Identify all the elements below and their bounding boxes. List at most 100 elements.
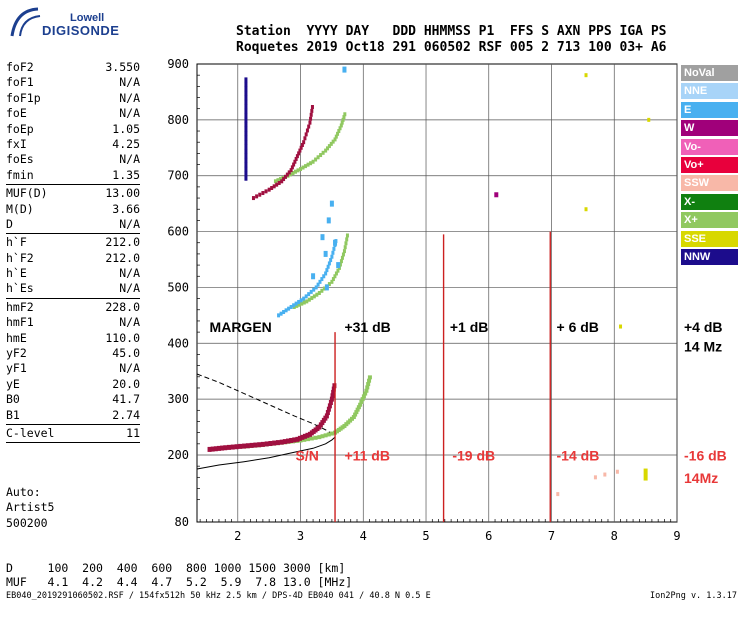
param-separator: [6, 297, 140, 299]
y-tick-label: 800: [167, 113, 189, 127]
o-trace-marker: [310, 108, 314, 113]
x-trace-marker: [365, 385, 370, 390]
version-label: Ion2Png v. 1.3.17: [650, 591, 737, 601]
e-trace-marker: [325, 268, 329, 273]
o-trace-marker: [255, 194, 259, 199]
x-trace-marker: [331, 139, 335, 144]
nnw-marker: [244, 99, 248, 105]
y-tick-label: 500: [167, 280, 189, 294]
param-value: N/A: [119, 75, 140, 90]
chart-annotation: -19 dB: [452, 448, 495, 464]
o-trace-marker: [264, 441, 269, 447]
sse-marker: [584, 73, 588, 78]
e-trace-marker: [282, 310, 286, 315]
o-trace-marker: [308, 120, 312, 125]
nnw-marker: [244, 77, 248, 83]
o-trace-marker: [279, 439, 284, 445]
o-trace-marker: [213, 446, 218, 452]
x-trace-marker: [356, 405, 361, 410]
e-trace-marker: [320, 277, 324, 282]
e-marker: [336, 262, 341, 269]
o-trace-marker: [282, 177, 286, 182]
w-marker: [494, 192, 499, 198]
param-label: B1: [6, 407, 20, 422]
param-value: 110.0: [105, 330, 140, 345]
x-trace-marker: [354, 410, 359, 415]
x-trace-marker: [315, 292, 319, 297]
nnw-marker: [244, 131, 248, 137]
logo-digisonde-text: DIGISONDE: [42, 23, 120, 38]
x-trace-marker: [367, 378, 372, 383]
legend-item: NoVal: [681, 65, 738, 81]
o-trace-marker: [302, 433, 307, 439]
autoscale-code: 500200: [6, 515, 48, 530]
nnw-marker: [244, 135, 248, 141]
e-marker: [320, 234, 325, 241]
param-row: h`F2 212.0: [6, 251, 140, 266]
o-trace-marker: [328, 399, 333, 405]
param-value: 212.0: [105, 250, 140, 265]
x-trace-marker: [320, 288, 324, 293]
x-trace-marker: [317, 291, 321, 296]
x-trace-marker: [301, 165, 305, 170]
param-separator: [6, 442, 140, 444]
y-tick-label: 900: [167, 57, 189, 71]
o-trace-marker: [303, 136, 307, 141]
y-tick-label: 600: [167, 225, 189, 239]
x-trace-marker: [345, 233, 349, 238]
x-trace-marker: [342, 115, 346, 120]
muf-table: D 100 200 400 600 800 1000 1500 3000 [km…: [6, 561, 352, 589]
nnw-marker: [244, 81, 248, 87]
nnw-marker: [244, 104, 248, 110]
e-trace-marker: [327, 261, 331, 266]
legend-item: E: [681, 101, 738, 118]
x-trace-marker: [305, 299, 309, 304]
o-trace-marker: [277, 180, 281, 185]
x-tick-label: 9: [673, 529, 680, 543]
param-separator: [6, 423, 140, 425]
y-tick-label: 300: [167, 392, 189, 406]
chart-annotation: +31 dB: [344, 319, 390, 335]
nnw-marker: [244, 126, 248, 132]
o-trace-marker: [272, 184, 276, 189]
x-trace-marker: [329, 141, 333, 146]
param-value: N/A: [119, 361, 140, 376]
logo-lowell-text: Lowell: [70, 12, 105, 24]
x-trace-marker: [351, 415, 356, 420]
e-trace-marker: [322, 274, 326, 279]
x-trace-marker: [334, 271, 338, 276]
x-trace-marker: [297, 302, 301, 307]
ssw-marker: [603, 472, 607, 477]
e-trace-marker: [330, 254, 334, 259]
param-value: N/A: [119, 106, 140, 121]
x-trace-marker: [306, 162, 310, 167]
e-marker: [326, 217, 331, 224]
o-trace-marker: [293, 159, 297, 164]
o-trace-marker: [216, 445, 221, 451]
e-trace-marker: [292, 303, 296, 308]
param-label: foF1: [6, 75, 34, 90]
x-trace-marker: [307, 297, 311, 302]
y-tick-label: 400: [167, 336, 189, 350]
o-trace-marker: [327, 403, 332, 409]
e-trace-marker: [307, 292, 311, 297]
o-trace-marker: [295, 436, 300, 442]
param-label: D: [6, 216, 13, 231]
profile-dashed-line: [196, 373, 336, 436]
x-trace-marker: [333, 137, 337, 142]
param-row: hmF1 N/A: [6, 315, 140, 330]
legend-item: X+: [681, 212, 738, 229]
param-value: 20.0: [112, 376, 140, 391]
x-trace-marker: [288, 172, 292, 177]
e-trace-marker: [302, 296, 306, 301]
nnw-marker: [244, 148, 248, 154]
e-trace-marker: [326, 264, 330, 269]
legend-item: NNW: [681, 248, 738, 265]
param-row: yF1 N/A: [6, 361, 140, 376]
o-trace-marker: [285, 438, 290, 444]
param-value: N/A: [119, 266, 140, 281]
x-trace-marker: [320, 434, 325, 439]
param-label: h`E: [6, 266, 27, 281]
autoscale-label: Auto:: [6, 485, 41, 499]
x-trace-marker: [324, 148, 328, 153]
